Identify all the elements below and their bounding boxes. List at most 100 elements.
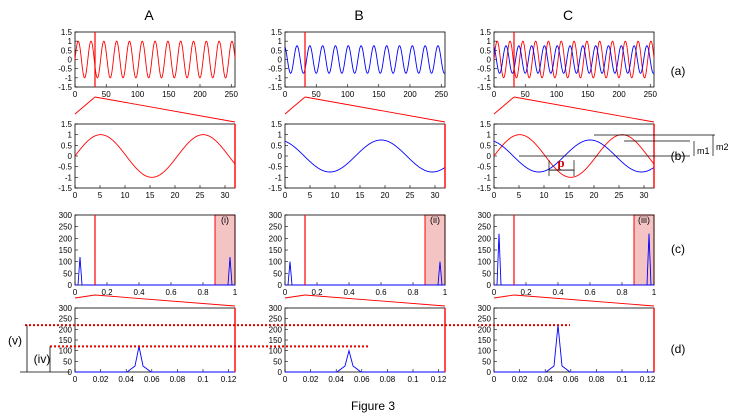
y-tick-label: 300 (478, 304, 492, 313)
y-tick-label: 1 (278, 131, 283, 140)
y-tick-label: 1 (487, 131, 492, 140)
x-tick-label: 0.4 (133, 288, 145, 297)
x-tick-label: 30 (221, 191, 230, 200)
x-tick-label: 50 (312, 90, 321, 99)
y-tick-label: 250 (269, 223, 283, 232)
x-tick-label: 0.6 (165, 288, 177, 297)
zoom-line (74, 294, 96, 299)
x-tick-label: 100 (131, 90, 145, 99)
zoom-line (74, 96, 96, 115)
x-tick-label: 15 (356, 191, 365, 200)
x-tick-label: 0.04 (328, 375, 344, 384)
y-tick-label: 150 (59, 246, 73, 255)
spectrum-zoom-line (494, 325, 654, 373)
y-tick-label: 100 (478, 347, 492, 356)
y-tick-label: 300 (269, 304, 283, 313)
figure-caption: Figure 3 (351, 399, 395, 413)
y-tick-label: -0.5 (58, 65, 72, 74)
y-tick-label: 200 (478, 325, 492, 334)
x-tick-label: 0 (283, 191, 288, 200)
series-line (284, 45, 446, 74)
x-tick-label: 0.08 (380, 375, 396, 384)
x-tick-label: 30 (431, 191, 440, 200)
panel-d-box (74, 307, 236, 373)
column-header-A: A (144, 7, 154, 23)
y-tick-label: 1.5 (480, 28, 492, 37)
x-tick-label: 150 (372, 90, 386, 99)
x-tick-label: 30 (640, 191, 649, 200)
series-line (284, 139, 446, 173)
y-tick-label: 200 (59, 234, 73, 243)
x-tick-label: 0.1 (407, 375, 419, 384)
x-tick-label: 250 (435, 90, 449, 99)
x-tick-label: 100 (550, 90, 564, 99)
x-tick-label: 250 (225, 90, 239, 99)
panel-b-box (74, 123, 236, 189)
y-tick-label: 150 (59, 336, 73, 345)
y-tick-label: 100 (59, 347, 73, 356)
y-tick-label: -0.5 (58, 163, 72, 172)
y-tick-label: 0 (68, 152, 73, 161)
panel-b-box (284, 123, 446, 189)
x-tick-label: 0.04 (118, 375, 134, 384)
x-tick-label: 10 (331, 191, 340, 200)
y-tick-label: 200 (478, 234, 492, 243)
y-tick-label: 1.5 (480, 120, 492, 129)
x-tick-label: 1 (233, 288, 238, 297)
panel-a-box (493, 31, 655, 88)
y-tick-label: -1 (65, 74, 73, 83)
x-tick-label: 150 (162, 90, 176, 99)
x-tick-label: 25 (615, 191, 624, 200)
x-tick-label: 0.04 (537, 375, 553, 384)
highlight-label: (i) (221, 215, 229, 225)
x-tick-label: 0.1 (616, 375, 628, 384)
y-tick-label: 1.5 (61, 28, 73, 37)
x-tick-label: 0.6 (375, 288, 387, 297)
x-tick-label: 150 (581, 90, 595, 99)
x-tick-label: 0.2 (101, 288, 113, 297)
y-tick-label: 250 (478, 315, 492, 324)
y-tick-label: 150 (478, 336, 492, 345)
y-tick-label: 1.5 (271, 120, 283, 129)
x-tick-label: 0.8 (197, 288, 209, 297)
x-tick-label: 5 (98, 191, 103, 200)
x-tick-label: 0 (73, 90, 78, 99)
series-line (493, 139, 655, 173)
x-tick-label: 20 (171, 191, 180, 200)
x-tick-label: 25 (406, 191, 415, 200)
x-tick-label: 0 (492, 288, 497, 297)
x-tick-label: 200 (403, 90, 417, 99)
spectrum-zoom-line (285, 348, 445, 373)
y-tick-label: 50 (63, 269, 72, 278)
y-tick-label: 250 (59, 223, 73, 232)
zoom-line (284, 294, 306, 299)
y-tick-label: 1 (68, 37, 73, 46)
y-tick-label: -1 (484, 173, 492, 182)
x-tick-label: 0.06 (144, 375, 160, 384)
y-tick-label: 0 (487, 281, 492, 290)
x-tick-label: 1 (443, 288, 448, 297)
y-tick-label: 0.5 (61, 141, 73, 150)
y-tick-label: 0.5 (61, 46, 73, 55)
y-tick-label: -1.5 (58, 184, 72, 193)
label-iv: (iv) (34, 352, 51, 366)
y-tick-label: 200 (269, 234, 283, 243)
panel-c-box (74, 214, 236, 286)
x-tick-label: 0.06 (354, 375, 370, 384)
y-tick-label: 50 (482, 357, 491, 366)
x-tick-label: 50 (102, 90, 111, 99)
y-tick-label: -1.5 (268, 184, 282, 193)
zoom-line (493, 96, 515, 115)
spectrum-line (75, 256, 235, 286)
zoom-line (513, 294, 655, 307)
y-tick-label: 1 (487, 37, 492, 46)
y-tick-label: -1.5 (268, 83, 282, 92)
spectrum-mirror-peak (227, 256, 233, 286)
highlight-region (214, 214, 236, 286)
series-line (493, 45, 655, 74)
m2-label: m2 (716, 142, 729, 152)
x-tick-label: 0.6 (584, 288, 596, 297)
spectrum-zoom-line (75, 346, 235, 373)
phase-label: p (557, 155, 564, 170)
